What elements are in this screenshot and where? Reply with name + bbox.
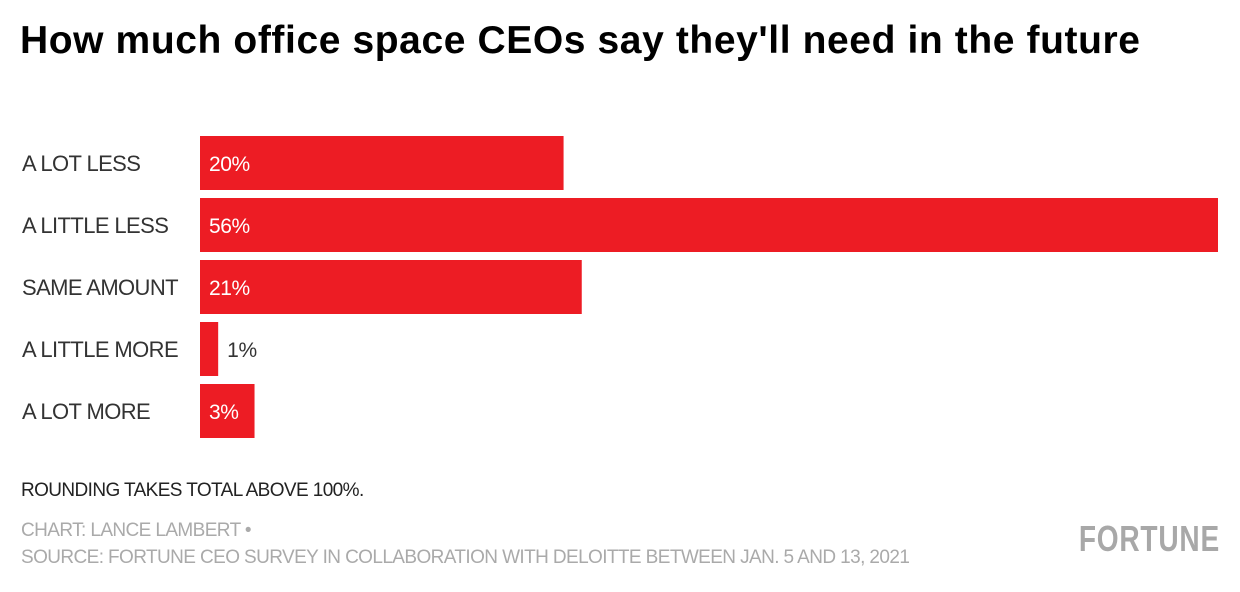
value-label: 56% — [209, 215, 250, 238]
category-label: A LITTLE LESS — [22, 213, 168, 238]
bar — [200, 136, 564, 190]
value-label: 20% — [209, 153, 250, 176]
value-label: 21% — [209, 277, 250, 300]
bar-row: A LITTLE LESS 56% — [22, 198, 1218, 252]
bar-row: A LOT LESS 20% — [22, 136, 564, 190]
category-label: A LITTLE MORE — [22, 337, 178, 362]
category-label: A LOT LESS — [22, 151, 140, 176]
footnote: ROUNDING TAKES TOTAL ABOVE 100%. — [21, 480, 364, 501]
category-label: SAME AMOUNT — [22, 275, 178, 300]
chart-credit: CHART: LANCE LAMBERT • — [21, 520, 252, 541]
bar — [200, 198, 1218, 252]
value-label: 3% — [209, 401, 239, 424]
fortune-logo: FORTUNE — [1078, 518, 1220, 559]
category-label: A LOT MORE — [22, 399, 150, 424]
bar — [200, 322, 219, 376]
bar — [200, 260, 582, 314]
bar — [200, 384, 255, 438]
bar-row: A LITTLE MORE 1% — [22, 322, 257, 376]
chart-title: How much office space CEOs say they'll n… — [20, 19, 1141, 62]
bar-row: SAME AMOUNT 21% — [22, 260, 582, 314]
source-text: SOURCE: FORTUNE CEO SURVEY IN COLLABORAT… — [21, 547, 910, 568]
value-label: 1% — [227, 339, 257, 362]
credit-block: CHART: LANCE LAMBERT • SOURCE: FORTUNE C… — [21, 517, 910, 571]
bar-row: A LOT MORE 3% — [22, 384, 255, 438]
